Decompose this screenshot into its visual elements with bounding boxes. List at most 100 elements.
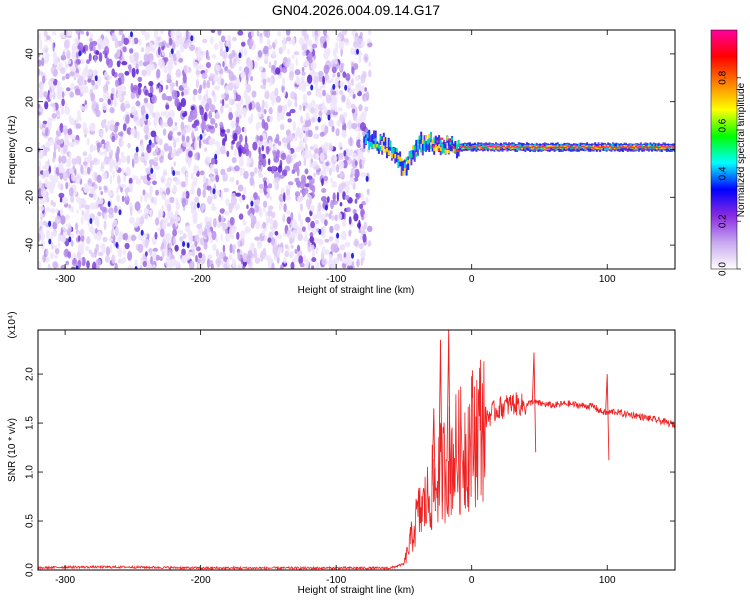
spectrogram-noise-cell <box>296 180 301 188</box>
spectrogram-signal-cell <box>548 145 551 149</box>
spectrogram-noise-peak <box>68 236 72 243</box>
spectrogram-noise-cell <box>116 92 122 98</box>
spectrogram-noise-cell <box>85 245 90 252</box>
spectrogram-signal-cell <box>423 143 426 152</box>
spectrogram-noise-cell <box>285 30 291 36</box>
spectrogram-signal-cell <box>434 144 437 148</box>
spectrogram-noise-cell <box>310 107 316 114</box>
spectrogram-noise-cell <box>67 128 73 136</box>
spectrogram-noise-cell <box>355 83 360 93</box>
spectrogram-noise-cell <box>207 125 214 130</box>
spectrogram-signal-cell <box>389 141 392 147</box>
spectrogram-signal-cell <box>525 146 528 148</box>
spectrogram-noise-cell <box>274 39 278 45</box>
spectrogram-noise-cell <box>195 70 201 75</box>
spectrogram-noise-cell <box>81 30 85 35</box>
spectrogram-signal-cell <box>555 147 558 149</box>
spectrogram-noise-cell <box>294 69 301 76</box>
spectrogram-noise-cell <box>181 248 186 256</box>
spectrogram-noise-cell <box>220 104 224 114</box>
spectrogram-signal-cell <box>543 146 546 150</box>
spectrogram-noise-cell <box>172 42 176 50</box>
spectrogram-noise-peak <box>336 232 340 239</box>
spectrogram-noise-cell <box>310 145 314 150</box>
spectrogram-noise-cell <box>120 151 125 158</box>
spectrogram-noise-cell <box>308 149 312 159</box>
spectrogram-noise-cell <box>310 177 315 184</box>
spectrogram-noise-cell <box>180 97 187 108</box>
spectrogram-noise-cell <box>314 34 318 41</box>
spectrogram-noise-cell <box>124 70 130 76</box>
spectrogram-noise-cell <box>293 51 300 56</box>
spectrogram-noise-cell <box>289 108 296 114</box>
spectrogram-noise-cell <box>222 222 227 232</box>
spectrogram-noise-cell <box>322 89 326 97</box>
spectrogram-noise-cell <box>248 150 252 159</box>
x-tick-label: -200 <box>191 274 211 285</box>
spectrogram-noise-cell <box>287 48 290 55</box>
spectrogram-noise-cell <box>162 195 167 201</box>
spectrogram-noise-cell <box>189 44 196 52</box>
spectrogram-noise-cell <box>185 177 188 186</box>
spectrogram-noise-cell <box>223 103 230 108</box>
spectrogram-noise-cell <box>210 36 214 45</box>
spectrogram-noise-cell <box>188 235 193 244</box>
spectrogram-noise-cell <box>144 151 149 161</box>
spectrogram-noise-cell <box>97 159 101 164</box>
spectrogram-noise-cell <box>110 229 114 238</box>
spectrogram-noise-cell <box>127 251 133 261</box>
spectrogram-noise-cell <box>111 254 116 264</box>
spectrogram-signal-cell <box>470 146 473 148</box>
spectrogram-noise-cell <box>57 126 60 131</box>
spectrogram-noise-cell <box>197 262 203 269</box>
spectrogram-noise-peak <box>94 75 98 82</box>
colorbar-tick-label: 0.2 <box>718 214 729 228</box>
spectrogram-signal-cell <box>457 148 460 157</box>
spectrogram-noise-cell <box>54 215 61 225</box>
spectrogram-noise-cell <box>243 126 247 135</box>
spectrogram-noise-cell <box>50 85 56 90</box>
spectrogram-noise-cell <box>153 196 158 206</box>
spectrogram-noise-cell <box>272 150 277 158</box>
spectrogram-noise-cell <box>150 130 157 138</box>
spectrogram-noise-cell <box>267 38 271 48</box>
spectrogram-signal-cell <box>626 145 629 148</box>
spectrogram-noise-cell <box>333 257 339 265</box>
spectrogram-noise-cell <box>50 66 55 74</box>
spectrogram-noise-cell <box>206 221 212 228</box>
spectrogram-signal-cell <box>508 145 510 148</box>
spectrogram-noise-cell <box>341 219 347 228</box>
spectrogram-noise-cell <box>358 219 361 230</box>
spectrogram-noise-cell <box>134 201 141 212</box>
spectrogram-noise-cell <box>61 91 65 99</box>
spectrogram-noise-cell <box>354 160 358 166</box>
spectrogram-noise-cell <box>108 207 114 215</box>
spectrogram-noise-cell <box>211 54 217 59</box>
spectrogram-noise-cell <box>92 261 97 269</box>
spectrogram-signal-cell <box>551 146 554 149</box>
spectrogram-signal-cell <box>384 137 387 146</box>
spectrogram-noise-cell <box>83 184 88 193</box>
spectrogram-noise-cell <box>295 58 298 66</box>
spectrogram-noise-cell <box>208 139 213 145</box>
spectrogram-noise-cell <box>75 63 78 69</box>
spectrogram-noise-cell <box>57 146 61 153</box>
spectrogram-noise-cell <box>268 107 273 115</box>
spectrogram-noise-peak <box>172 170 176 176</box>
spectrogram-noise-cell <box>46 35 51 40</box>
spectrogram-noise-cell <box>155 254 161 261</box>
spectrogram-noise-cell <box>55 129 62 137</box>
spectrogram-noise-peak <box>186 242 190 249</box>
colorbar: 0.00.20.40.60.8 Normalized spectral ampl… <box>710 29 747 276</box>
spectrogram-noise-cell <box>40 228 44 236</box>
spectrogram-noise-cell <box>206 80 211 89</box>
spectrogram-noise-cell <box>143 53 150 63</box>
spectrogram-noise-cell <box>294 101 298 108</box>
spectrogram-noise-cell <box>40 182 45 193</box>
spectrogram-noise-cell <box>361 192 365 201</box>
spectrogram-noise-cell <box>142 260 147 268</box>
spectrogram-noise-cell <box>215 237 219 243</box>
spectrogram-noise-cell <box>194 61 199 69</box>
spectrogram-signal-cell <box>667 146 670 148</box>
